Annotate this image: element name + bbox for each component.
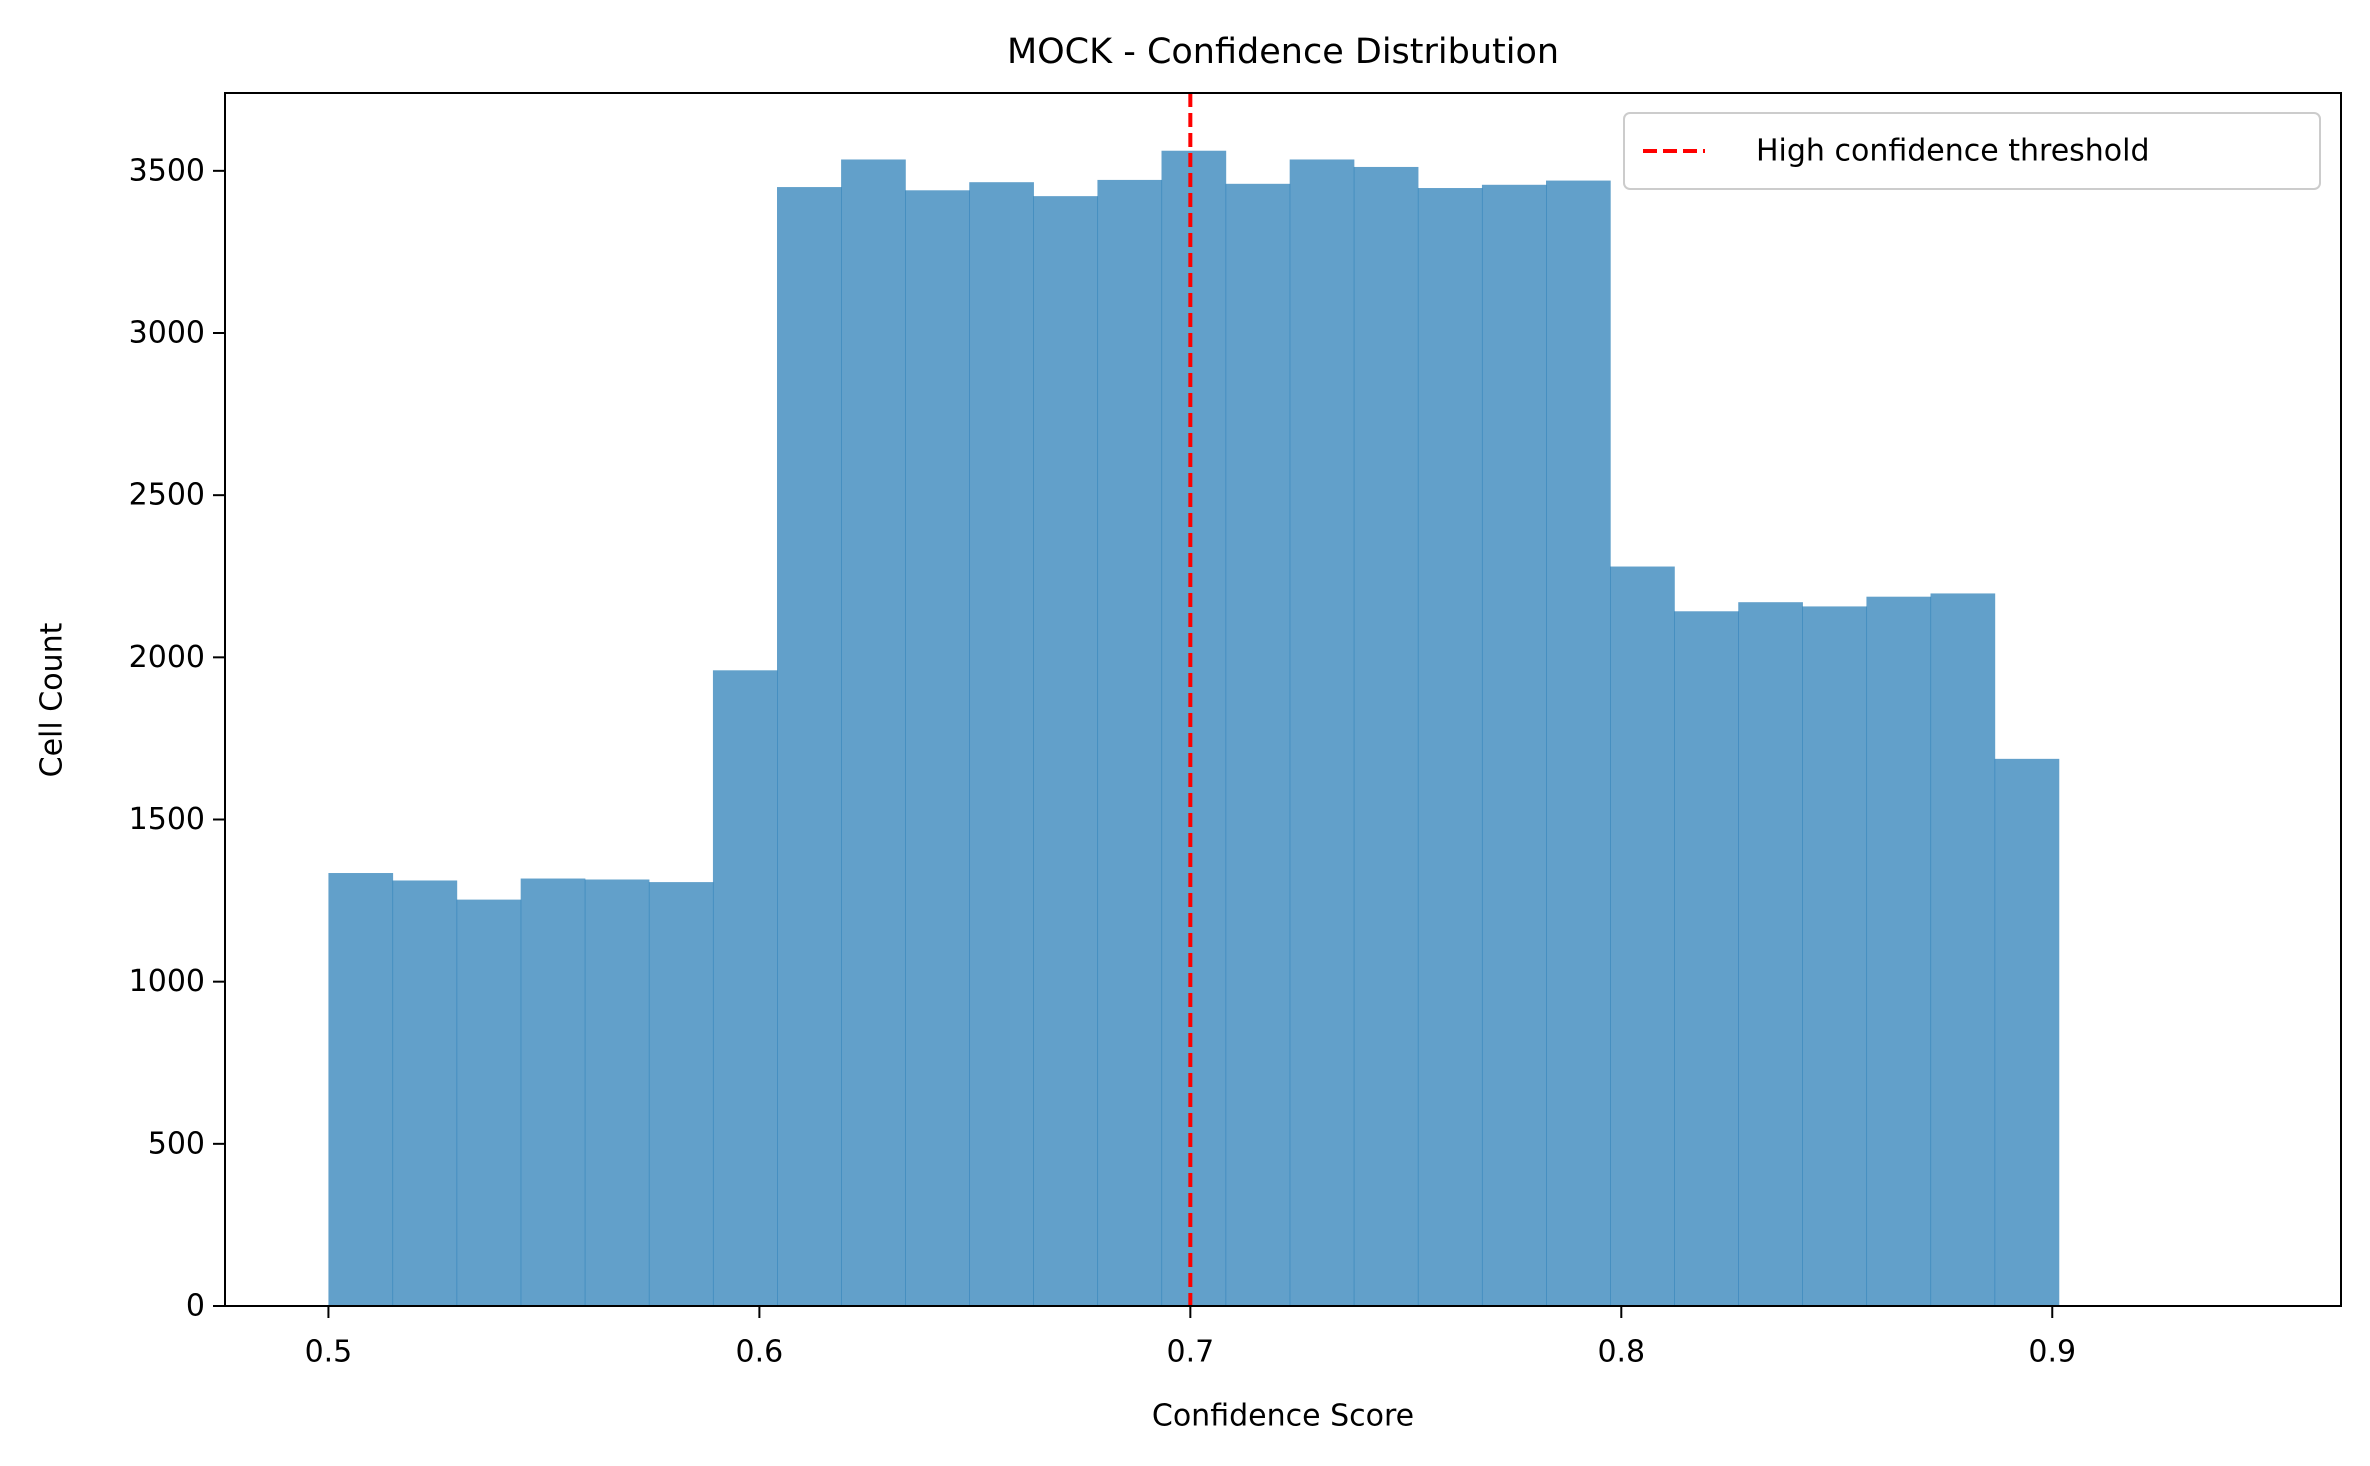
histogram-bar: [584, 879, 650, 1306]
y-tick-label: 1000: [129, 964, 205, 999]
histogram-bar: [1674, 611, 1739, 1306]
histogram-bars: [328, 150, 2060, 1307]
histogram-bar: [1994, 758, 2060, 1306]
histogram-bar: [520, 878, 586, 1306]
histogram-bar: [905, 190, 970, 1306]
histogram-bar: [1289, 159, 1355, 1307]
x-tick-label: 0.5: [305, 1335, 353, 1370]
histogram-bar: [1930, 593, 1996, 1306]
plot-frame: [224, 92, 2342, 1307]
y-axis-label: Cell Count: [35, 622, 70, 777]
legend: High confidence threshold: [1623, 112, 2321, 190]
chart-title: MOCK - Confidence Distribution: [1007, 32, 1559, 72]
y-axis-ticks: 0 500 1000 1500 2000 2500 3000 3500: [129, 153, 225, 1324]
histogram-bar: [841, 159, 906, 1307]
histogram-bar: [777, 187, 842, 1306]
x-axis-label: Confidence Score: [1152, 1399, 1414, 1434]
histogram-bar: [392, 880, 458, 1306]
y-tick-label: 2000: [129, 640, 205, 675]
histogram-bar: [1353, 166, 1419, 1307]
histogram-bar: [456, 899, 522, 1306]
y-tick-label: 3500: [129, 153, 205, 188]
legend-box: [1623, 112, 2321, 190]
histogram-bar: [1802, 606, 1868, 1306]
x-tick-label: 0.9: [2028, 1335, 2076, 1370]
x-axis-ticks: 0.5 0.6 0.7 0.8 0.9: [305, 1306, 2076, 1370]
histogram-bar: [1097, 179, 1163, 1306]
histogram-bar: [1610, 566, 1675, 1306]
x-tick-label: 0.7: [1166, 1335, 1214, 1370]
x-tick-label: 0.8: [1597, 1335, 1645, 1370]
y-tick-label: 1500: [129, 802, 205, 837]
y-tick-label: 500: [148, 1126, 205, 1161]
histogram-bar: [1417, 188, 1483, 1306]
histogram-bar: [1161, 150, 1227, 1307]
x-tick-label: 0.6: [736, 1335, 784, 1370]
y-tick-label: 0: [186, 1289, 205, 1324]
histogram-bar: [1033, 196, 1099, 1306]
legend-label-threshold: High confidence threshold: [1756, 134, 2150, 169]
histogram-bar: [648, 882, 714, 1306]
histogram-bar: [969, 182, 1034, 1307]
histogram-bar: [1546, 180, 1611, 1306]
histogram-bar: [1481, 184, 1547, 1306]
y-tick-label: 2500: [129, 478, 205, 513]
histogram-bar: [328, 873, 394, 1306]
histogram-bar: [712, 670, 778, 1306]
y-tick-label: 3000: [129, 316, 205, 351]
histogram-bar: [1866, 596, 1932, 1306]
histogram-bar: [1738, 602, 1803, 1306]
histogram-bar: [1225, 183, 1291, 1306]
